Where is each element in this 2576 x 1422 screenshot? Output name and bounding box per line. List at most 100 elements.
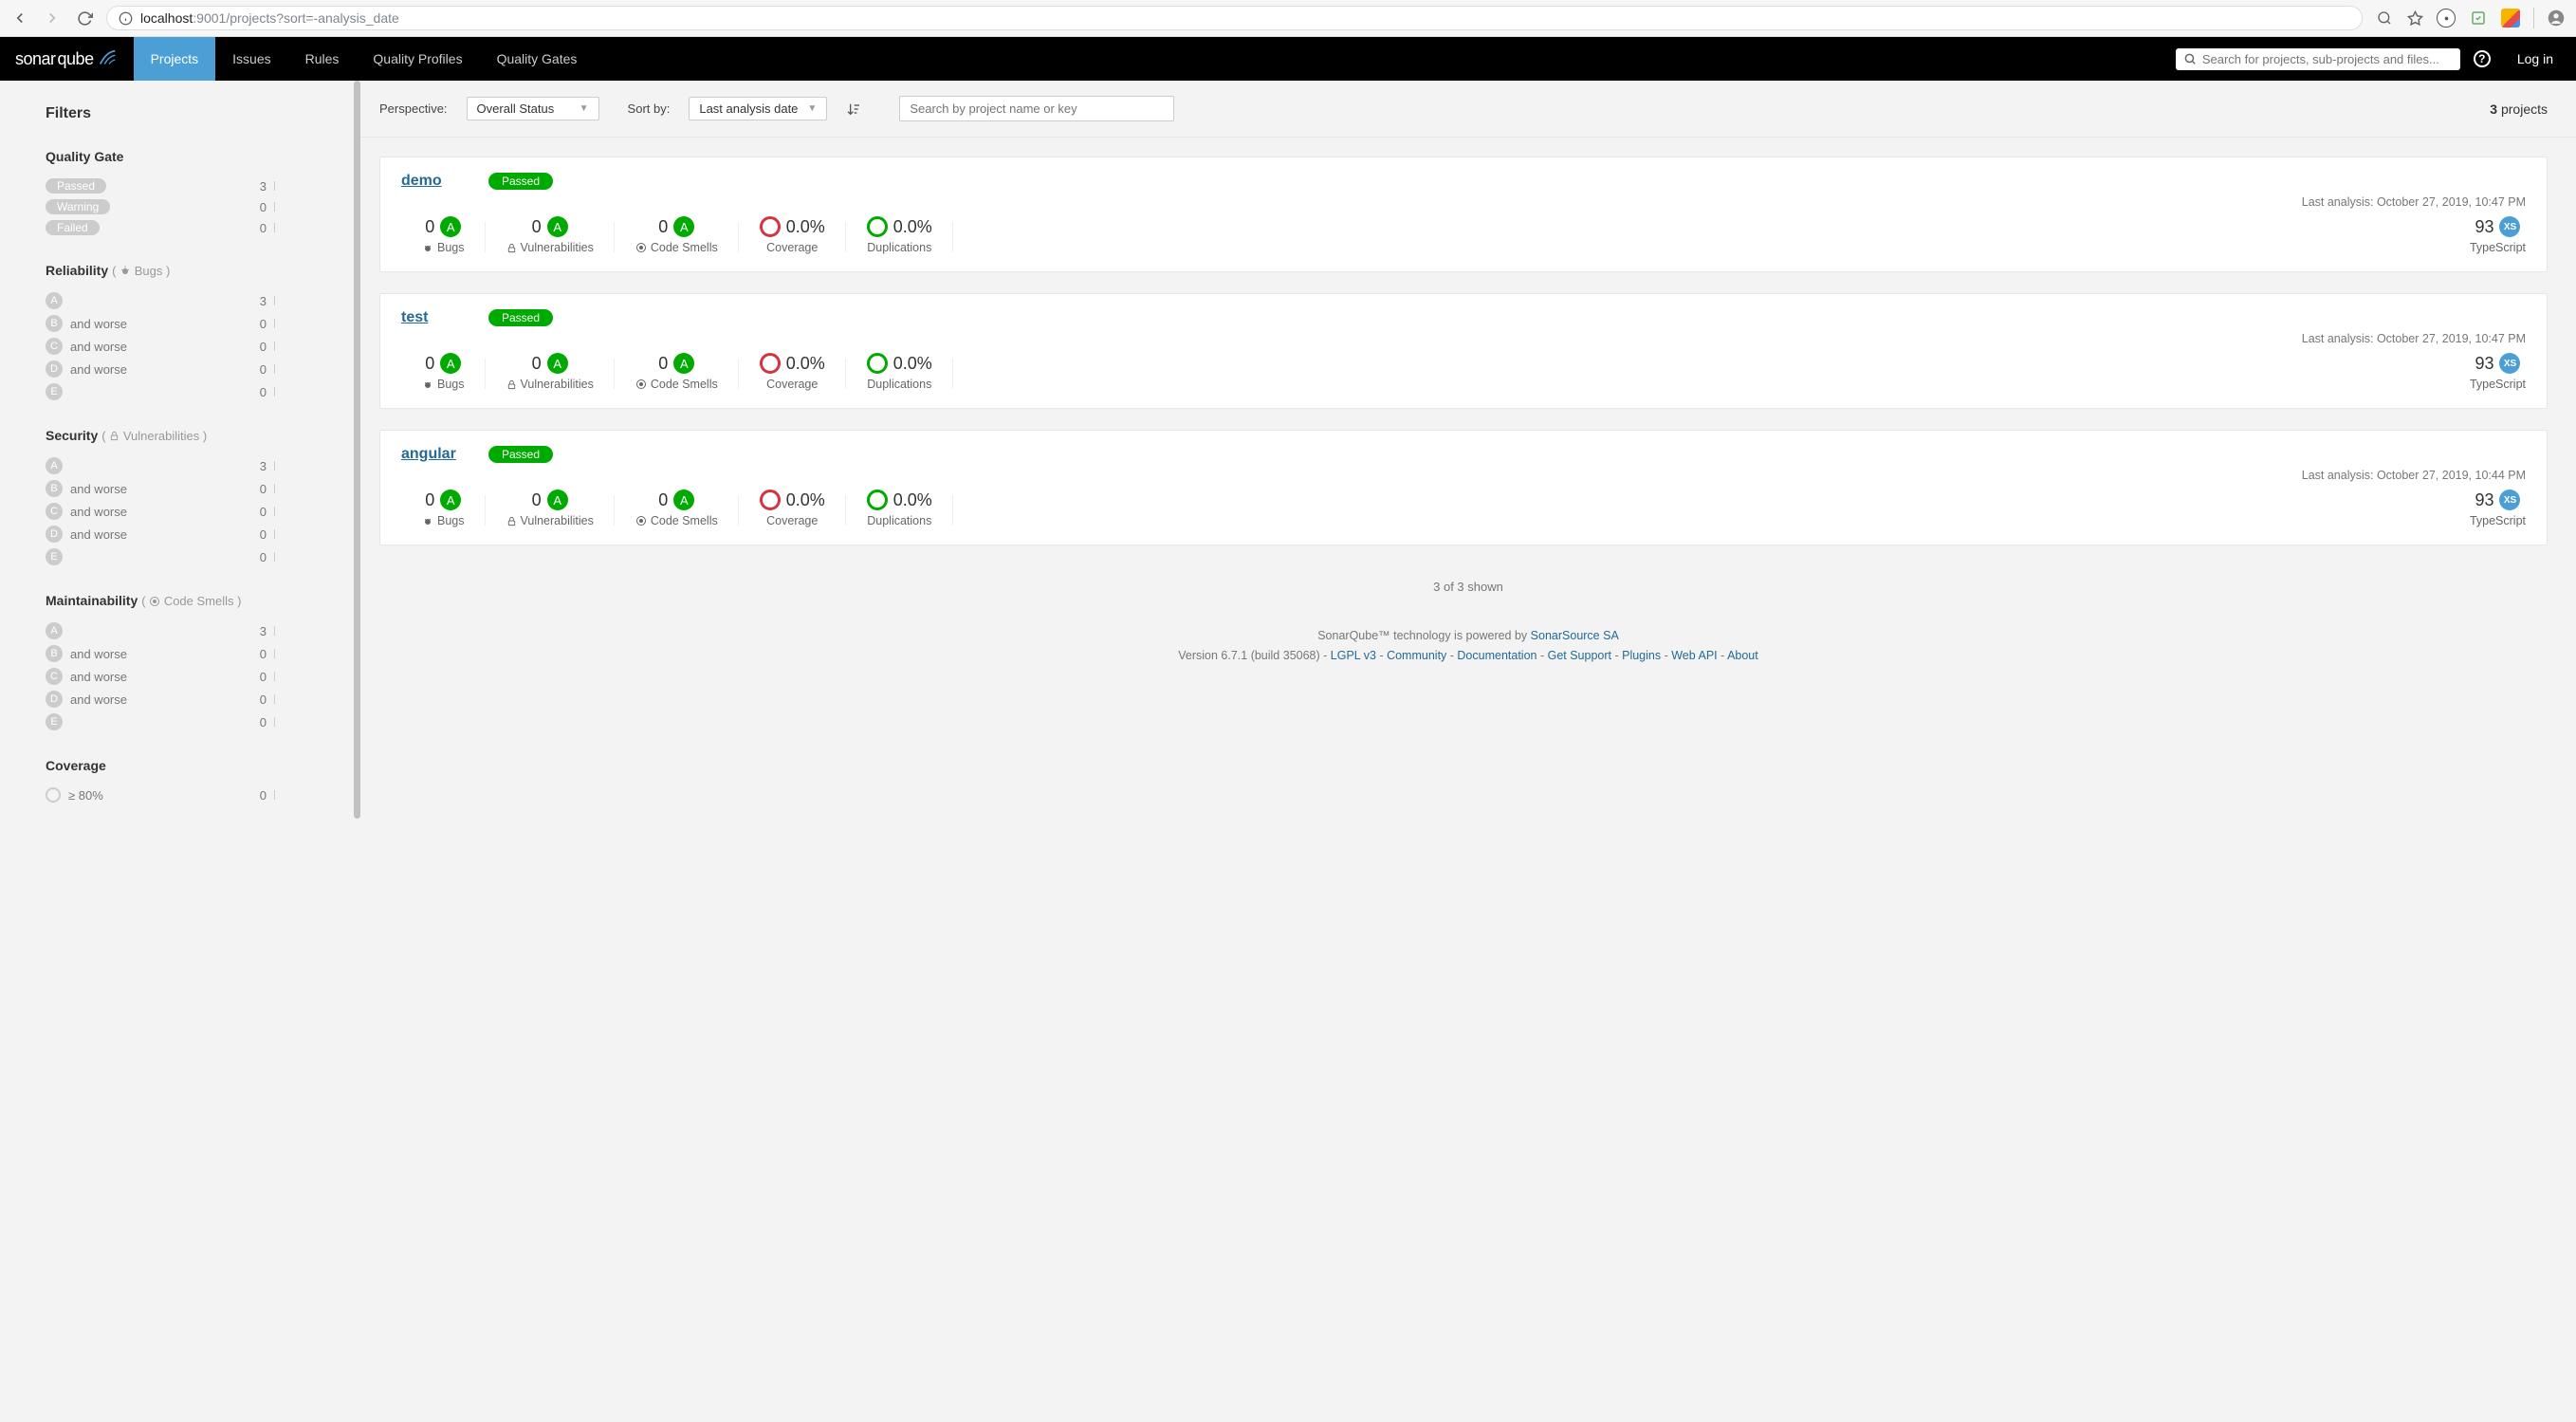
metric-vulnerabilities[interactable]: 0A Vulnerabilities — [486, 353, 615, 391]
project-name-link[interactable]: angular — [401, 446, 473, 463]
metric-value: 0 — [658, 354, 668, 374]
metric-value: 0.0% — [893, 490, 932, 510]
metric-value: 0 — [425, 490, 434, 510]
metric-duplications[interactable]: 0.0% Duplications — [846, 489, 953, 527]
filter-row[interactable]: C and worse 0 — [46, 500, 331, 523]
filter-label: and worse — [70, 482, 240, 496]
filter-row[interactable]: C and worse 0 — [46, 335, 331, 358]
size-badge: XS — [2499, 353, 2520, 374]
filter-row[interactable]: B and worse 0 — [46, 477, 331, 500]
metric-coverage[interactable]: 0.0% Coverage — [739, 216, 846, 254]
metric-value: 0.0% — [786, 217, 825, 237]
metric-code-smells[interactable]: 0A Code Smells — [615, 353, 739, 391]
global-search-box[interactable] — [2176, 48, 2460, 70]
browser-search-icon[interactable] — [2376, 9, 2393, 27]
filter-row[interactable]: E 0 — [46, 545, 331, 568]
sort-select[interactable]: Last analysis date ▼ — [689, 97, 827, 120]
footer-sonarsource-link[interactable]: SonarSource SA — [1531, 629, 1619, 642]
nav-item-quality-profiles[interactable]: Quality Profiles — [356, 37, 479, 81]
project-name-link[interactable]: demo — [401, 173, 473, 190]
metric-bugs[interactable]: 0A Bugs — [401, 216, 486, 254]
extension-icon-2[interactable] — [2469, 9, 2488, 28]
filter-row[interactable]: A 3 — [46, 454, 331, 477]
footer-link[interactable]: About — [1727, 649, 1758, 662]
filter-bar — [274, 484, 331, 493]
filter-label: and worse — [70, 647, 240, 661]
grade-badge: C — [46, 338, 63, 355]
sort-value: Last analysis date — [699, 102, 798, 116]
browser-star-icon[interactable] — [2406, 9, 2423, 27]
footer-link[interactable]: Plugins — [1622, 649, 1661, 662]
site-info-icon[interactable] — [119, 11, 133, 26]
help-button[interactable]: ? — [2460, 37, 2504, 81]
project-name-link[interactable]: test — [401, 309, 473, 326]
metric-bugs[interactable]: 0A Bugs — [401, 353, 486, 391]
footer-link[interactable]: Get Support — [1548, 649, 1611, 662]
brand-logo[interactable]: sonarqube — [9, 48, 134, 69]
project-analysis-date: Last analysis: October 27, 2019, 10:44 P… — [401, 469, 2526, 482]
extension-icon-3[interactable] — [2501, 9, 2520, 28]
scroll-thumb[interactable] — [354, 81, 360, 819]
metric-code-smells[interactable]: 0A Code Smells — [615, 216, 739, 254]
grade-badge: A — [673, 353, 694, 374]
extension-icon-1[interactable] — [2437, 9, 2456, 28]
nav-item-projects[interactable]: Projects — [134, 37, 216, 81]
metric-duplications[interactable]: 0.0% Duplications — [846, 353, 953, 391]
project-card: test Passed Last analysis: October 27, 2… — [379, 293, 2548, 409]
filter-row[interactable]: D and worse 0 — [46, 688, 331, 711]
grade-badge: E — [46, 713, 63, 730]
browser-forward-button[interactable] — [44, 9, 61, 27]
browser-profile-icon[interactable] — [2548, 9, 2565, 27]
coverage-ring-icon — [760, 489, 781, 510]
chevron-down-icon: ▼ — [807, 103, 817, 114]
filter-row[interactable]: C and worse 0 — [46, 665, 331, 688]
scroll-track[interactable] — [354, 81, 360, 1422]
nav-item-issues[interactable]: Issues — [215, 37, 287, 81]
metric-size[interactable]: 93XS TypeScript — [2449, 489, 2526, 527]
filter-row[interactable]: Warning 0 — [46, 196, 331, 217]
footer-links: Version 6.7.1 (build 35068) - LGPL v3 - … — [360, 646, 2576, 666]
lock-icon — [506, 379, 517, 390]
metric-vulnerabilities[interactable]: 0A Vulnerabilities — [486, 489, 615, 527]
metric-coverage[interactable]: 0.0% Coverage — [739, 353, 846, 391]
filter-row[interactable]: E 0 — [46, 380, 331, 403]
filter-row[interactable]: B and worse 0 — [46, 312, 331, 335]
footer-link[interactable]: Community — [1387, 649, 1446, 662]
metric-coverage[interactable]: 0.0% Coverage — [739, 489, 846, 527]
filter-row[interactable]: A 3 — [46, 619, 331, 642]
metric-vulnerabilities[interactable]: 0A Vulnerabilities — [486, 216, 615, 254]
browser-back-button[interactable] — [11, 9, 28, 27]
browser-url-bar[interactable]: localhost:9001/projects?sort=-analysis_d… — [106, 6, 2363, 30]
filter-row[interactable]: D and worse 0 — [46, 358, 331, 380]
perspective-select[interactable]: Overall Status ▼ — [467, 97, 599, 120]
filter-count: 3 — [248, 624, 267, 638]
filter-row[interactable]: D and worse 0 — [46, 523, 331, 545]
global-search-input[interactable] — [2202, 52, 2453, 66]
footer-link[interactable]: LGPL v3 — [1331, 649, 1376, 662]
nav-item-quality-gates[interactable]: Quality Gates — [480, 37, 595, 81]
sort-direction-button[interactable] — [846, 102, 861, 117]
metric-duplications[interactable]: 0.0% Duplications — [846, 216, 953, 254]
filter-row[interactable]: A 3 — [46, 289, 331, 312]
nav-item-rules[interactable]: Rules — [288, 37, 357, 81]
main-nav: ProjectsIssuesRulesQuality ProfilesQuali… — [134, 37, 595, 81]
filter-heading-maintainability: Maintainability ( Code Smells ) — [46, 593, 331, 608]
filter-bar — [274, 202, 331, 212]
filter-row[interactable]: ≥ 80% 0 — [46, 785, 331, 805]
bug-icon — [422, 242, 433, 253]
browser-reload-button[interactable] — [76, 9, 93, 27]
metric-code-smells[interactable]: 0A Code Smells — [615, 489, 739, 527]
login-link[interactable]: Log in — [2504, 37, 2567, 81]
metric-bugs[interactable]: 0A Bugs — [401, 489, 486, 527]
smell-icon — [635, 242, 647, 253]
filter-row[interactable]: Failed 0 — [46, 217, 331, 238]
footer-link[interactable]: Documentation — [1457, 649, 1536, 662]
metric-size[interactable]: 93XS TypeScript — [2449, 353, 2526, 391]
filter-row[interactable]: Passed 3 — [46, 175, 331, 196]
footer-link[interactable]: Web API — [1671, 649, 1717, 662]
project-search-input[interactable] — [899, 96, 1174, 121]
metric-value: 0 — [425, 354, 434, 374]
filter-row[interactable]: E 0 — [46, 711, 331, 733]
filter-row[interactable]: B and worse 0 — [46, 642, 331, 665]
metric-size[interactable]: 93XS TypeScript — [2449, 216, 2526, 254]
